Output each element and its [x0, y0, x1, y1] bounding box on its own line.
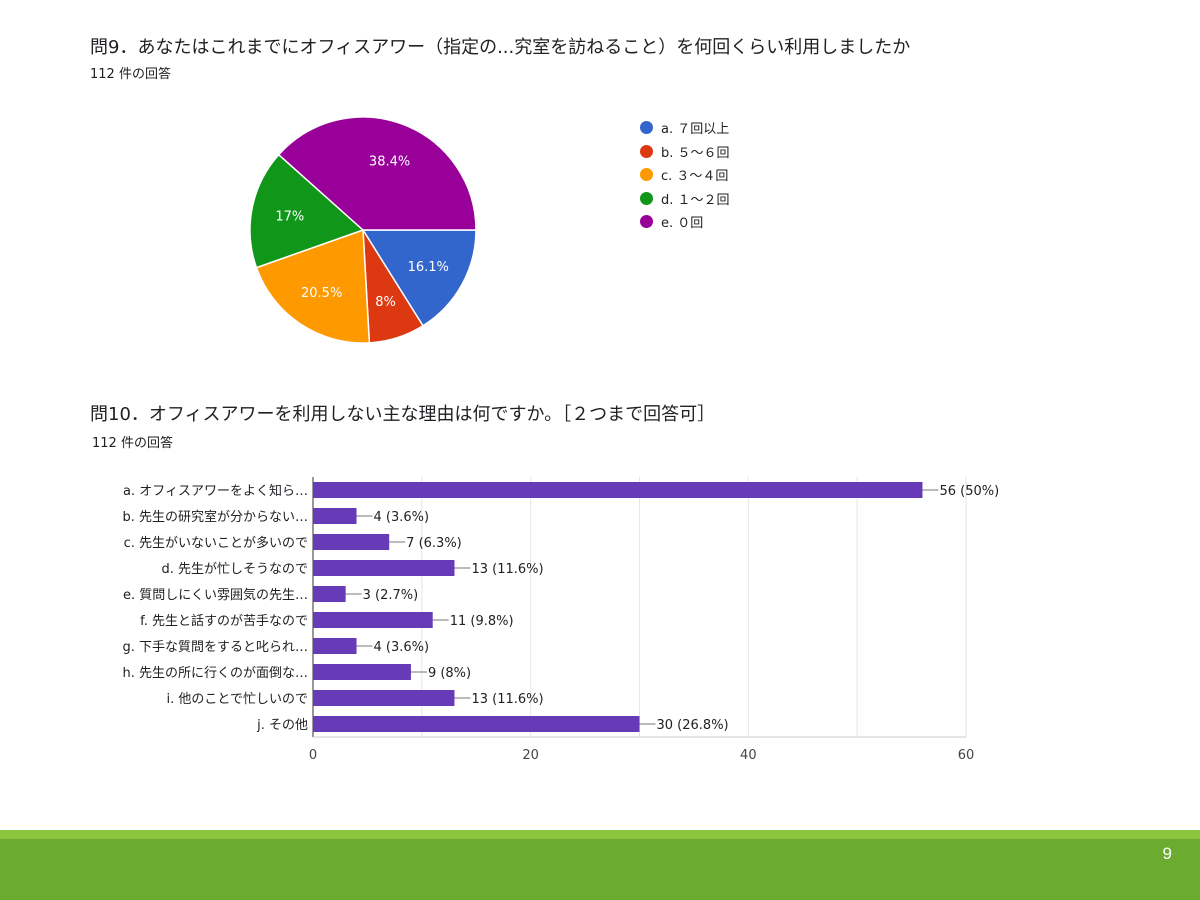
data-label: 11 (9.8%) [450, 614, 514, 629]
q9-legend: a. ７回以上 b. ５～６回 c. ３～４回 d. １～２回 e. ０回 [640, 116, 730, 234]
data-label: 4 (3.6%) [374, 510, 430, 525]
data-label: 3 (2.7%) [363, 588, 419, 603]
data-label: 4 (3.6%) [374, 640, 430, 655]
category-label: a. オフィスアワーをよく知ら… [123, 483, 308, 499]
category-label: c. 先生がいないことが多いので [124, 535, 308, 551]
legend-label: b. ５～６回 [661, 145, 730, 161]
legend-label: a. ７回以上 [661, 122, 730, 138]
data-label: 30 (26.8%) [657, 718, 729, 733]
category-label: f. 先生と話すのが苦手なので [140, 613, 308, 629]
bar [313, 716, 640, 732]
q10-response-count: 112 件の回答 [92, 436, 173, 451]
bar [313, 690, 455, 706]
category-label: h. 先生の所に行くのが面倒な… [122, 666, 308, 681]
legend-label: d. １～２回 [661, 192, 730, 208]
legend-label: c. ３～４回 [661, 169, 729, 185]
bar [313, 560, 455, 576]
category-label: d. 先生が忙しそうなので [161, 562, 308, 577]
legend-item: e. ０回 [640, 210, 730, 234]
legend-swatch [640, 168, 653, 182]
pie-slice [249, 153, 365, 269]
pie-slice-label: 17% [275, 210, 304, 225]
bar [313, 482, 923, 498]
data-label: 56 (50%) [939, 484, 999, 499]
q9-response-count: 112 件の回答 [90, 67, 171, 82]
pie-slice-label: 16.1% [408, 260, 449, 275]
q9-title: 問9．あなたはこれまでにオフィスアワー（指定の...究室を訪ねること）を何回くら… [90, 37, 911, 58]
pie-slice-label: 20.5% [301, 286, 342, 301]
bar [313, 612, 433, 628]
footer-accent [0, 830, 1200, 839]
bar [313, 534, 390, 550]
footer-band: 9 [0, 830, 1200, 900]
pie-slice [277, 116, 477, 231]
data-label: 13 (11.6%) [471, 562, 543, 577]
x-tick-label: 60 [958, 748, 975, 763]
data-label: 9 (8%) [428, 666, 471, 681]
data-label: 13 (11.6%) [471, 692, 543, 707]
legend-item: a. ７回以上 [640, 116, 730, 140]
pie-slice-label: 8% [375, 295, 396, 310]
bar [313, 638, 357, 654]
category-label: b. 先生の研究室が分からない… [122, 509, 308, 525]
legend-swatch [640, 121, 653, 135]
bar [313, 586, 346, 602]
bar [313, 664, 411, 680]
data-label: 7 (6.3%) [406, 536, 462, 551]
category-label: i. 他のことで忙しいので [167, 692, 309, 707]
x-tick-label: 40 [740, 748, 757, 763]
pie-slice-label: 38.4% [369, 154, 410, 169]
legend-swatch [640, 191, 653, 205]
category-label: j. その他 [256, 718, 308, 733]
q10-title: 問10．オフィスアワーを利用しない主な理由は何ですか。［２つまで回答可］ [90, 404, 716, 425]
category-label: e. 質問しにくい雰囲気の先生… [123, 587, 308, 603]
x-tick-label: 20 [522, 748, 539, 763]
legend-item: c. ３～４回 [640, 163, 730, 187]
page-number: 9 [1162, 844, 1172, 863]
legend-item: b. ５～６回 [640, 140, 730, 164]
x-tick-label: 0 [309, 748, 317, 763]
pie-slice [361, 229, 477, 327]
q10-bar-chart: 0 20 40 60 a. オフィスアワーをよく知ら… 56 (50%) b. 先生の研究室… [122, 477, 999, 763]
legend-swatch [640, 144, 653, 158]
q9-pie-chart: 16.1% 8% 20.5% 17% 38.4% [249, 116, 477, 344]
legend-item: d. １～２回 [640, 187, 730, 211]
category-label: g. 下手な質問をすると叱られ… [122, 640, 308, 655]
legend-swatch [640, 215, 653, 229]
bar [313, 508, 357, 524]
legend-label: e. ０回 [661, 216, 704, 232]
